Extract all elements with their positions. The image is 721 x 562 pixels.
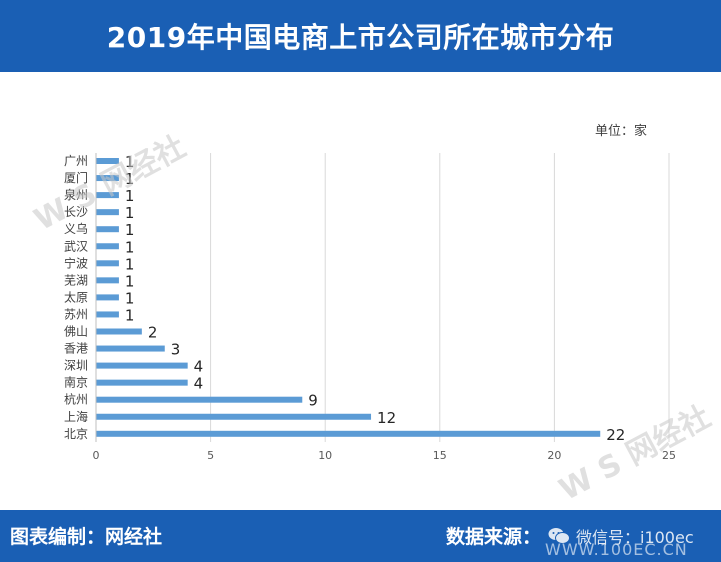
data-label: 1 (125, 221, 135, 239)
data-label: 1 (125, 255, 135, 273)
data-label: 3 (171, 341, 181, 359)
data-label: 1 (125, 170, 135, 188)
data-label: 2 (148, 324, 158, 342)
data-label: 4 (194, 358, 204, 376)
bar (96, 209, 119, 216)
category-label: 北京 (64, 427, 88, 441)
bar (96, 379, 188, 386)
bar (96, 158, 119, 164)
bar (96, 226, 119, 233)
data-label: 12 (377, 409, 396, 427)
data-label: 1 (125, 289, 135, 307)
bar (96, 192, 119, 199)
bar (96, 311, 119, 318)
category-label: 厦门 (64, 170, 88, 185)
category-label: 义乌 (64, 221, 88, 236)
wechat-text: 微信号：i100ec (576, 528, 694, 547)
category-label: 广州 (64, 154, 88, 168)
x-tick-label: 15 (433, 449, 447, 462)
category-label: 深圳 (64, 359, 88, 373)
data-label: 1 (125, 187, 135, 205)
bar-chart: 0 5 10 15 20 25 广州 1 厦门 1 泉州 1 长沙 1 义乌 1 武汉 1 宁波 1 芜湖 1 太原 1 苏州 1… (64, 153, 676, 462)
data-label: 9 (308, 392, 318, 410)
data-label: 1 (125, 238, 135, 256)
bar (96, 294, 119, 301)
data-label: 22 (606, 426, 625, 444)
category-label: 太原 (64, 289, 88, 304)
bar (96, 362, 188, 369)
x-tick-label: 5 (207, 449, 214, 462)
bar (96, 396, 303, 403)
wechat-id: 微信号：i100ec (548, 524, 694, 548)
category-label: 苏州 (64, 307, 88, 321)
data-label: 1 (125, 272, 135, 290)
x-tick-label: 10 (318, 449, 332, 462)
bar (96, 413, 372, 420)
category-label: 泉州 (64, 188, 88, 202)
category-label: 上海 (64, 409, 88, 424)
x-tick-label: 0 (93, 449, 100, 462)
bar (96, 243, 119, 250)
category-label: 杭州 (64, 392, 88, 407)
data-label: 1 (125, 306, 135, 324)
unit-label: 单位：家 (595, 124, 648, 139)
category-label: 武汉 (64, 239, 88, 253)
wechat-icon (548, 528, 570, 544)
bar (96, 430, 601, 437)
chart-credit: 图表编制：网经社 (10, 526, 163, 548)
footer-bar: 图表编制：网经社 数据来源： 微信号：i100ec WWW.100EC.CN (0, 510, 721, 562)
data-label: 4 (194, 375, 204, 393)
website-url: WWW.100EC.CN (545, 540, 688, 559)
data-label: 1 (125, 204, 135, 222)
bar (96, 328, 142, 335)
bar (96, 175, 119, 182)
data-source-label: 数据来源： (446, 526, 542, 548)
bar (96, 345, 165, 352)
x-tick-label: 20 (547, 449, 561, 462)
page-title: 2019年中国电商上市公司所在城市分布 (0, 0, 721, 72)
category-label: 芜湖 (64, 272, 88, 287)
bar (96, 277, 119, 284)
x-tick-label: 25 (662, 449, 676, 462)
chart-area: 0 5 10 15 20 25 广州 1 厦门 1 泉州 1 长沙 1 义乌 1 武汉 1 宁波 1 芜湖 1 太原 1 苏州 1… (0, 72, 721, 510)
bar (96, 260, 119, 267)
category-label: 长沙 (64, 205, 88, 219)
category-label: 宁波 (64, 255, 88, 270)
category-label: 香港 (64, 342, 88, 356)
data-label: 1 (125, 153, 135, 171)
category-label: 佛山 (64, 325, 88, 339)
category-label: 南京 (64, 375, 88, 390)
